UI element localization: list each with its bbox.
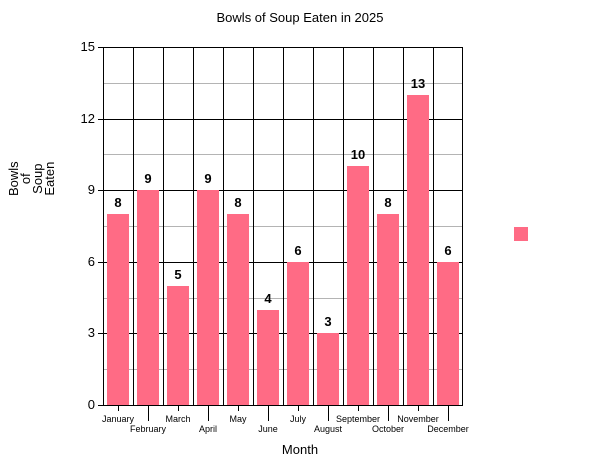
bar-february[interactable]	[137, 190, 159, 405]
vertical-gridline	[433, 47, 434, 405]
bar-october[interactable]	[377, 214, 399, 405]
bar-june[interactable]	[257, 309, 279, 405]
bar-value-label: 8	[234, 195, 242, 211]
y-tick-label: 6	[87, 253, 95, 269]
x-axis-title: Month	[281, 442, 319, 457]
x-tick-mark	[238, 405, 239, 411]
vertical-gridline	[403, 47, 404, 405]
y-tick-mark	[98, 261, 103, 263]
vertical-gridline	[313, 47, 314, 405]
x-tick-label: September	[335, 414, 381, 424]
y-axis-title: Bowls of Soup Eaten	[6, 161, 57, 196]
bar-value-label: 10	[350, 147, 366, 163]
x-tick-label: March	[165, 414, 191, 424]
bar-august[interactable]	[317, 333, 339, 405]
bar-may[interactable]	[227, 214, 249, 405]
bar-value-label: 9	[144, 171, 152, 187]
bar-value-label: 13	[410, 75, 426, 91]
bar-january[interactable]	[107, 214, 129, 405]
y-tick-mark	[98, 47, 103, 48]
x-tick-label: December	[427, 424, 469, 434]
x-tick-label: April	[198, 424, 217, 434]
y-axis-title-line: Eaten	[42, 161, 57, 196]
bar-value-label: 3	[324, 314, 332, 330]
x-tick-label: February	[129, 424, 166, 434]
bar-december[interactable]	[437, 261, 459, 405]
x-tick-mark	[358, 405, 359, 411]
x-tick-label: November	[397, 414, 439, 424]
vertical-gridline	[462, 47, 463, 405]
y-tick-label: 15	[80, 39, 95, 54]
bar-value-label: 4	[264, 290, 272, 306]
vertical-gridline	[283, 47, 284, 405]
bar-value-label: 6	[444, 242, 452, 258]
y-tick-mark	[98, 190, 103, 192]
major-gridline	[103, 405, 463, 406]
y-tick-label: 0	[87, 397, 95, 412]
vertical-gridline	[253, 47, 254, 405]
y-tick-label: 9	[87, 182, 95, 198]
vertical-gridline	[163, 47, 164, 405]
x-tick-label: January	[101, 414, 135, 424]
legend-swatch	[514, 227, 528, 241]
x-tick-mark	[208, 405, 209, 421]
x-tick-mark	[268, 405, 269, 421]
vertical-gridline	[193, 47, 194, 405]
x-tick-mark	[118, 405, 119, 411]
vertical-gridline	[133, 47, 134, 405]
x-tick-mark	[148, 405, 149, 421]
x-tick-label: May	[229, 414, 247, 424]
bar-march[interactable]	[167, 285, 189, 405]
bar-value-label: 6	[294, 242, 302, 258]
bar-november[interactable]	[407, 94, 429, 405]
x-tick-label: October	[371, 424, 404, 434]
x-tick-mark	[328, 405, 329, 421]
vertical-gridline	[373, 47, 374, 405]
bar-value-label: 8	[114, 195, 122, 211]
chart-title: Bowls of Soup Eaten in 2025	[216, 10, 384, 25]
bar-september[interactable]	[347, 166, 369, 405]
bar-value-label: 9	[204, 171, 212, 187]
vertical-gridline	[223, 47, 224, 405]
y-tick-label: 12	[80, 110, 95, 126]
x-tick-mark	[388, 405, 389, 421]
vertical-gridline	[103, 47, 104, 405]
y-tick-mark	[98, 118, 103, 120]
x-tick-mark	[418, 405, 419, 411]
bar-value-label: 8	[384, 195, 392, 211]
y-tick-mark	[98, 333, 103, 335]
x-tick-label: June	[258, 424, 278, 434]
x-tick-mark	[178, 405, 179, 411]
plot-area: 8 9 5 9 8 4 6 3 10 8 13 6	[103, 47, 463, 406]
vertical-gridline	[343, 47, 344, 405]
x-tick-mark	[298, 405, 299, 411]
y-tick-mark	[98, 405, 103, 406]
x-tick-label: July	[289, 414, 306, 424]
x-tick-label: August	[313, 424, 343, 434]
y-tick-label: 3	[87, 325, 95, 341]
bar-july[interactable]	[287, 261, 309, 405]
x-tick-mark	[448, 405, 449, 421]
bar-value-label: 5	[174, 266, 182, 282]
bar-april[interactable]	[197, 190, 219, 405]
